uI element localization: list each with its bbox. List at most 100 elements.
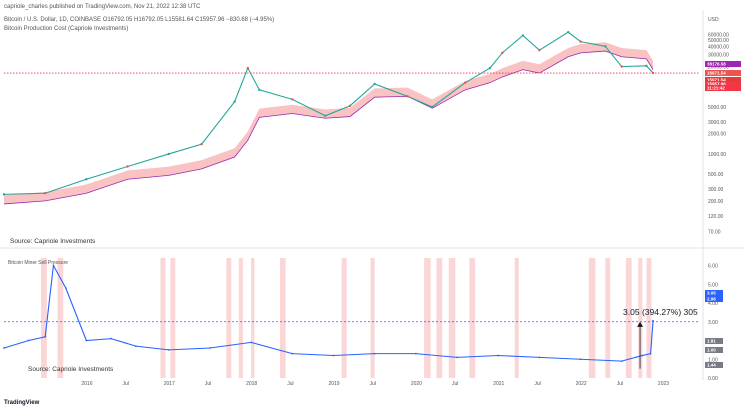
value-tag: 1.00 xyxy=(705,347,723,353)
indicator-pane: 3.05 (394.27%) 305 Bitcoin Miner Sell Pre… xyxy=(3,258,700,378)
sell-pressure-point xyxy=(414,352,417,355)
price-tag-bg xyxy=(705,61,741,67)
currency-label: USD xyxy=(708,17,719,23)
price-point xyxy=(620,65,623,68)
price-point xyxy=(373,82,376,86)
price-tag: 11:21:42 xyxy=(705,85,741,91)
sell-pressure-point xyxy=(52,264,55,267)
price-tag: 15957.96 xyxy=(705,81,741,87)
indicator-axis-tick: 4.00 xyxy=(708,301,718,307)
sell-pressure-highlight xyxy=(41,258,47,378)
sell-pressure-point xyxy=(641,354,644,357)
price-pane xyxy=(2,30,700,205)
sell-pressure-point xyxy=(134,345,137,348)
sell-pressure-point xyxy=(250,341,253,344)
value-tag-label: 2.98 xyxy=(707,297,716,302)
sell-pressure-highlight xyxy=(646,258,652,378)
sell-pressure-point xyxy=(620,360,623,363)
miner-sell-pressure-line xyxy=(3,263,654,362)
price-point xyxy=(501,51,504,55)
time-axis-tick: Jul xyxy=(617,381,623,387)
sell-pressure-highlight xyxy=(170,258,176,378)
price-point xyxy=(521,34,525,37)
time-axis-tick: 2023 xyxy=(658,381,669,387)
sell-pressure-highlight xyxy=(638,258,643,378)
sell-pressure-highlight xyxy=(160,258,166,378)
price-point xyxy=(567,30,570,34)
sell-pressure-highlight xyxy=(588,258,596,378)
btc-price-line xyxy=(3,31,654,195)
source-label-top: Source: Capriole Investments xyxy=(10,238,96,245)
value-tag-bg xyxy=(705,362,723,368)
indicator-axis-tick: 0.00 xyxy=(708,376,718,382)
price-point xyxy=(406,95,409,98)
sell-pressure-point xyxy=(332,354,335,357)
sell-pressure-point xyxy=(167,348,170,351)
price-axis-tick: 500.00 xyxy=(708,172,724,178)
measure-annotation: 3.05 (394.27%) 305 xyxy=(623,307,698,317)
price-point xyxy=(538,49,541,52)
sell-pressure-highlight xyxy=(238,258,243,378)
price-tag-bg xyxy=(705,70,741,76)
time-axis-tick: Jul xyxy=(287,381,293,387)
price-tag-label: 38176.58 xyxy=(707,62,726,67)
time-axis-tick: 2018 xyxy=(246,381,257,387)
indicator-axis-tick: 5.00 xyxy=(708,282,718,288)
price-tag-bg xyxy=(705,81,741,87)
price-axis-tick: 120.00 xyxy=(708,214,724,220)
sell-pressure-highlight xyxy=(226,258,232,378)
indicator-title: Bitcoin Miner Sell Pressure xyxy=(8,260,68,266)
value-tag-bg xyxy=(705,347,723,353)
price-tag-label: 11:21:42 xyxy=(707,86,725,91)
price-axis-tick: 2000.00 xyxy=(708,132,726,138)
price-point xyxy=(2,193,6,196)
price-point xyxy=(324,114,327,117)
price-point xyxy=(291,98,294,101)
time-axis-tick: 2017 xyxy=(164,381,175,387)
sell-pressure-point xyxy=(3,347,5,349)
price-point xyxy=(246,66,250,70)
sell-pressure-highlight xyxy=(448,258,456,378)
measure-arrow-head xyxy=(637,321,644,327)
publisher-line: capriole_charles published on TradingVie… xyxy=(4,4,201,10)
time-axis-tick: 2019 xyxy=(328,381,339,387)
sell-pressure-highlight xyxy=(424,258,431,378)
price-point xyxy=(579,40,582,43)
price-point xyxy=(431,105,434,109)
price-tag: 38176.58 xyxy=(705,61,741,67)
price-axis-tick: 20000.00 xyxy=(708,65,729,71)
production-cost-band xyxy=(4,42,654,204)
price-axis-tick: 50000.00 xyxy=(708,38,729,44)
value-tag-label: 1.00 xyxy=(707,348,716,353)
sell-pressure-point xyxy=(456,356,458,359)
sell-pressure-point xyxy=(373,352,376,355)
sell-pressure-point xyxy=(291,352,294,355)
time-axis-tick: Jul xyxy=(534,381,540,387)
time-axis-tick: 2020 xyxy=(411,381,422,387)
production-cost-line xyxy=(3,50,654,205)
value-tag: 3.05 xyxy=(705,290,723,296)
price-axis-tick: 70.00 xyxy=(708,230,721,236)
price-point xyxy=(85,178,88,181)
value-tag-bg xyxy=(705,290,723,296)
sell-pressure-point xyxy=(652,319,654,322)
value-tag-label: 1.81 xyxy=(707,339,716,344)
value-tag: 1.81 xyxy=(705,338,723,344)
sell-pressure-point xyxy=(649,352,652,355)
price-point xyxy=(645,64,648,68)
price-axis-tick: 30000.00 xyxy=(708,53,729,59)
tradingview-logo: TradingView xyxy=(4,400,40,406)
time-axis-tick: Jul xyxy=(205,381,211,387)
price-tag-label: 15957.96 xyxy=(707,82,726,87)
price-tag-bg xyxy=(705,85,741,91)
sell-pressure-highlight xyxy=(57,258,64,378)
price-tag-bg xyxy=(705,77,741,83)
price-tag-label: 16971.54 xyxy=(707,71,726,76)
price-point xyxy=(43,192,47,195)
price-axis-tick: 3000.00 xyxy=(708,120,726,126)
time-axis-tick: 2021 xyxy=(493,381,504,387)
price-axis-tick: 200.00 xyxy=(708,199,724,205)
sell-pressure-highlight xyxy=(625,258,632,378)
sell-pressure-point xyxy=(209,347,211,349)
